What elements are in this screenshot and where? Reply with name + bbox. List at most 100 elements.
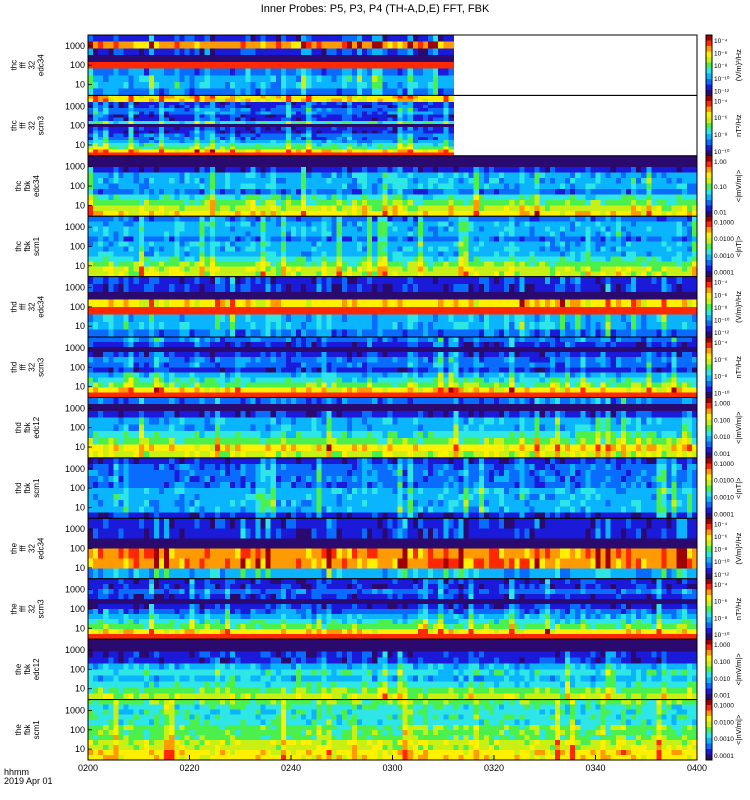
heatmap-cell [382, 139, 389, 144]
heatmap-cell [372, 216, 378, 222]
heatmap-cell [255, 231, 262, 237]
heatmap-cell [671, 246, 678, 253]
heatmap-cell [301, 101, 307, 106]
heatmap-cell [448, 136, 454, 141]
colorbar-segment [706, 155, 712, 162]
heatmap-cell [301, 146, 307, 151]
heatmap-cell [230, 241, 236, 248]
heatmap-cell [422, 41, 429, 50]
heatmap-cell [143, 133, 150, 138]
heatmap-cell [433, 61, 439, 70]
heatmap-cell [179, 114, 186, 119]
heatmap-cell [610, 261, 617, 268]
heatmap-cell [113, 114, 120, 119]
heatmap-cell [331, 266, 338, 273]
heatmap-cell [468, 194, 475, 201]
heatmap-cell [382, 75, 389, 83]
heatmap-cell [93, 48, 99, 56]
colorbar-segment [706, 51, 712, 58]
heatmap-cell [260, 35, 267, 43]
heatmap-cell [509, 226, 515, 232]
heatmap-cell [245, 108, 251, 112]
heatmap-cell [143, 226, 150, 232]
heatmap-cell [417, 155, 424, 162]
heatmap-cell [600, 205, 607, 212]
heatmap-cell [443, 108, 449, 112]
heatmap-cell [245, 117, 251, 122]
heatmap-cell [615, 221, 622, 227]
heatmap-cell [265, 221, 272, 227]
heatmap-cell [565, 266, 571, 273]
heatmap-cell [235, 149, 241, 154]
heatmap-cell [666, 231, 673, 237]
heatmap-cell [235, 256, 241, 263]
heatmap-cell [387, 199, 394, 206]
heatmap-cell [407, 68, 414, 76]
heatmap-cell [306, 226, 312, 232]
colorbar-segment [706, 188, 712, 195]
heatmap-cell [473, 266, 480, 273]
heatmap-cell [519, 231, 526, 237]
heatmap-cell [138, 291, 145, 300]
heatmap-cell [133, 188, 140, 195]
heatmap-cell [570, 199, 576, 206]
heatmap-cell [397, 41, 404, 50]
heatmap-cell [93, 111, 99, 116]
heatmap-cell [296, 124, 302, 128]
heatmap-cell [595, 241, 602, 248]
heatmap-cell [291, 120, 297, 125]
heatmap-cell [666, 271, 673, 278]
heatmap-cell [164, 117, 170, 122]
heatmap-cell [392, 155, 399, 162]
heatmap-cell [306, 152, 312, 157]
heatmap-cell [153, 256, 160, 263]
heatmap-cell [169, 231, 175, 237]
heatmap-cell [235, 139, 241, 144]
heatmap-cell [600, 216, 607, 222]
heatmap-cell [285, 133, 292, 138]
heatmap-cell [691, 271, 698, 278]
heatmap-cell [605, 236, 612, 243]
heatmap-cell [280, 104, 287, 109]
heatmap-cell [138, 108, 145, 112]
heatmap-cell [204, 161, 211, 168]
colorbar-segment [706, 100, 712, 107]
heatmap-cell [463, 216, 470, 222]
heatmap-cell [143, 149, 150, 154]
heatmap-cell [270, 136, 277, 141]
heatmap-cell [346, 261, 353, 268]
heatmap-cell [179, 221, 186, 227]
heatmap-cell [397, 55, 404, 63]
heatmap-cell [174, 117, 180, 122]
heatmap-cell [204, 183, 211, 190]
heatmap-cell [194, 246, 201, 253]
heatmap-cell [285, 177, 292, 184]
heatmap-cell [88, 236, 94, 243]
heatmap-cell [214, 241, 221, 248]
heatmap-cell [646, 177, 652, 184]
heatmap-cell [549, 161, 556, 168]
heatmap-cell [255, 177, 262, 184]
heatmap-cell [164, 172, 170, 179]
heatmap-cell [412, 266, 419, 273]
colorbar-segment [706, 161, 712, 168]
heatmap-cell [291, 101, 297, 106]
heatmap-cell [123, 104, 130, 109]
heatmap-cell [575, 271, 581, 278]
ylabel-line: scm3 [37, 116, 46, 136]
heatmap-cell [341, 166, 348, 173]
heatmap-cell [133, 226, 140, 232]
heatmap-cell [615, 226, 622, 232]
heatmap-cell [291, 75, 297, 83]
heatmap-cell [595, 183, 602, 190]
heatmap-cell [255, 130, 262, 135]
heatmap-cell [412, 75, 419, 83]
heatmap-cell [387, 61, 394, 70]
heatmap-cell [133, 101, 140, 106]
heatmap-cell [230, 48, 236, 56]
heatmap-cell [331, 256, 338, 263]
heatmap-cell [387, 256, 394, 263]
heatmap-cell [570, 166, 576, 173]
heatmap-cell [306, 251, 312, 258]
heatmap-cell [417, 55, 424, 63]
